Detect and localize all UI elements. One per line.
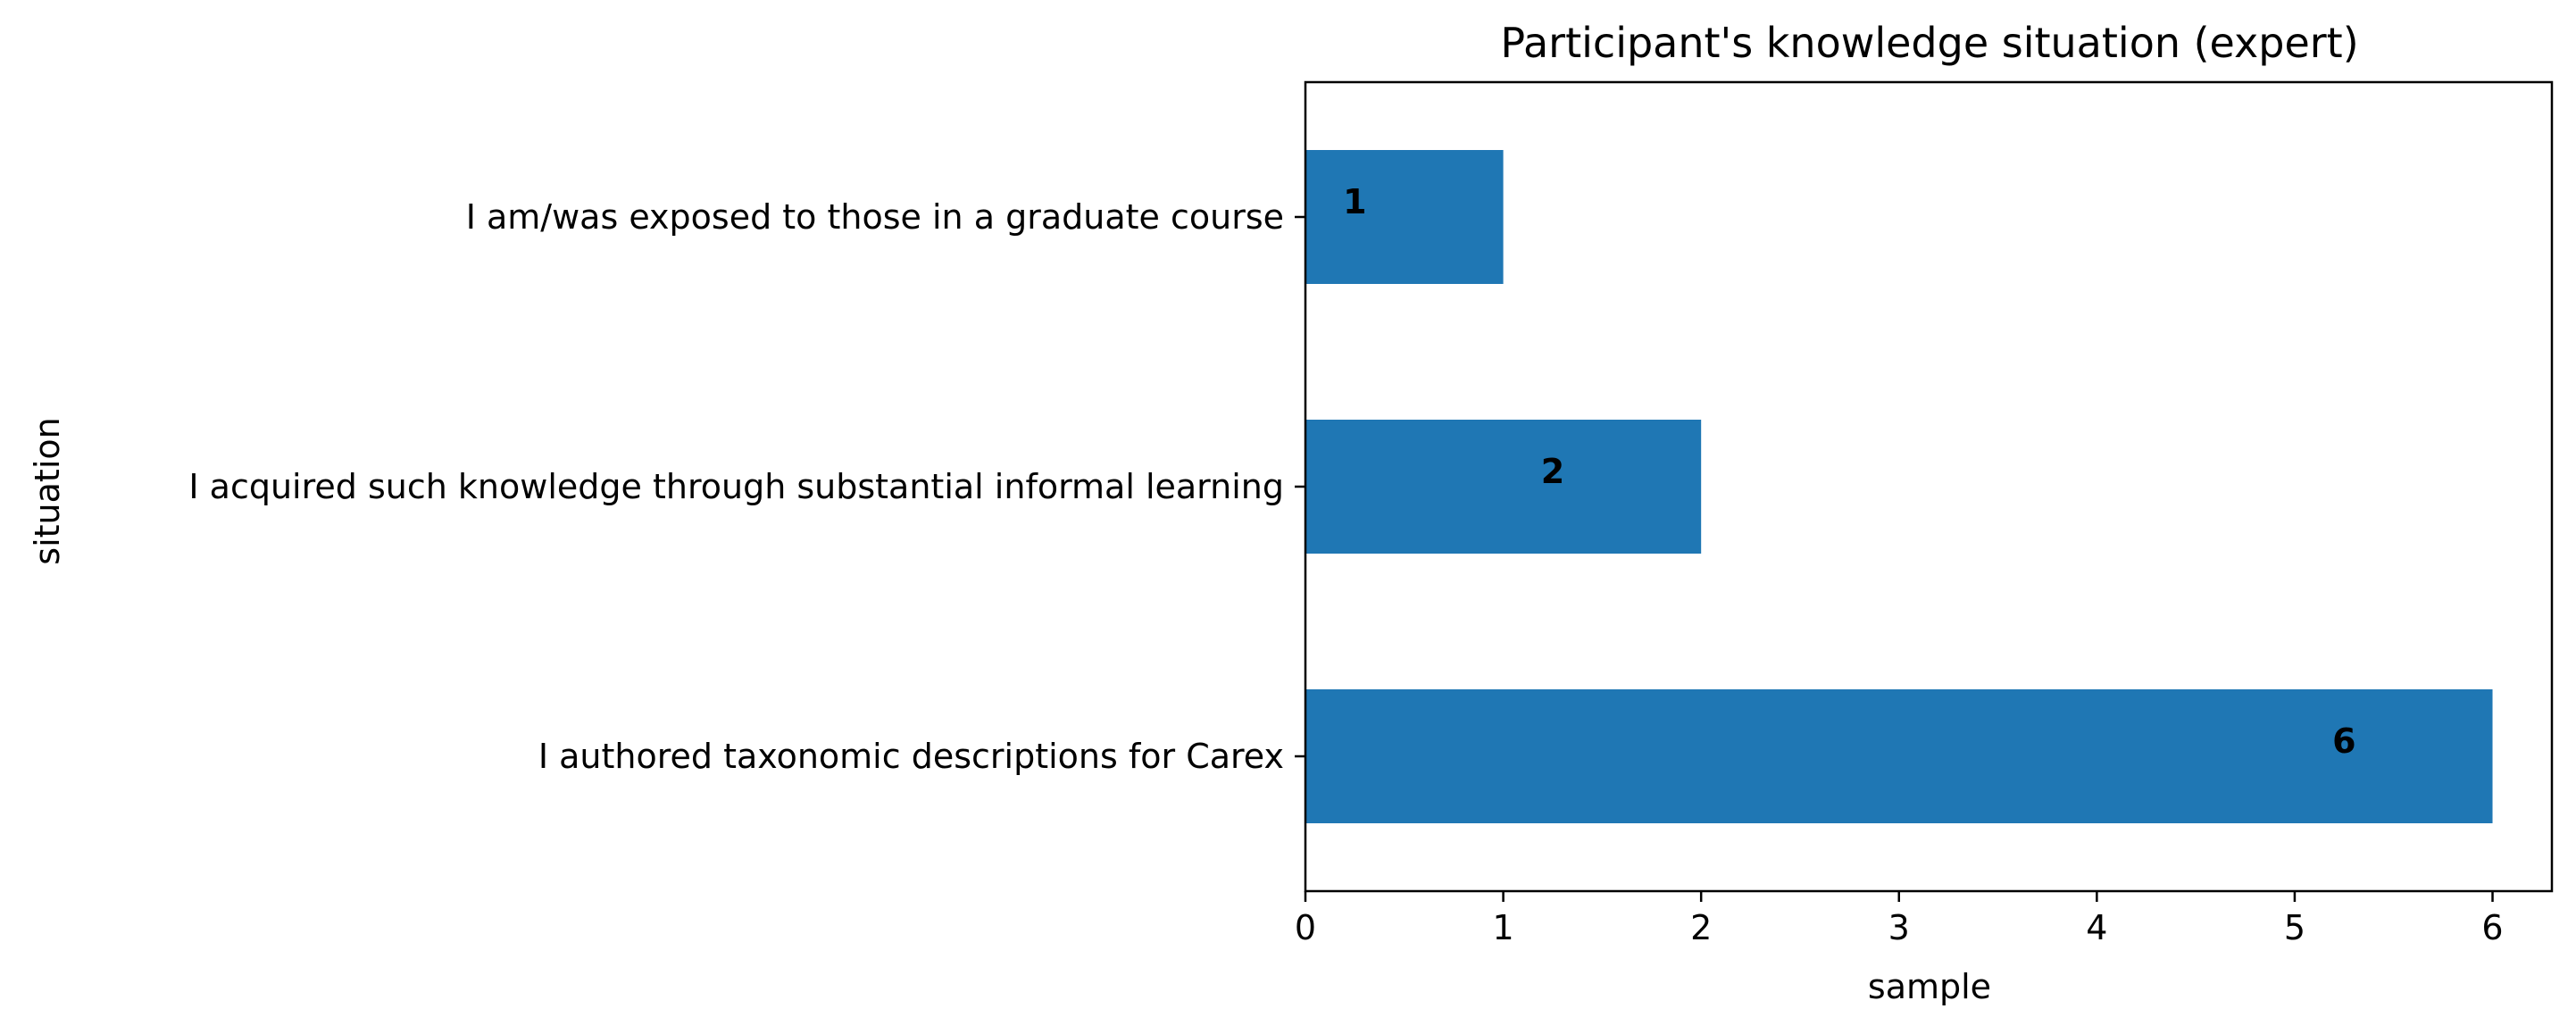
y-tick-label: I am/was exposed to those in a graduate … <box>466 197 1284 237</box>
x-tick-label: 3 <box>1888 908 1910 947</box>
y-tick-label: I authored taxonomic descriptions for Ca… <box>538 737 1284 776</box>
data-labels-layer: 6 2 1 <box>1343 182 2355 761</box>
x-axis-ticks: 0 1 2 3 4 5 6 <box>1295 891 2504 947</box>
bar-data-label: 2 <box>1541 452 1564 491</box>
x-tick-label: 4 <box>2086 908 2107 947</box>
y-tick-label: I acquired such knowledge through substa… <box>188 467 1284 506</box>
x-tick-label: 6 <box>2481 908 2503 947</box>
x-tick-label: 5 <box>2284 908 2305 947</box>
bar-data-label: 6 <box>2332 721 2355 761</box>
bars-layer <box>1305 150 2493 823</box>
x-tick-label: 1 <box>1492 908 1513 947</box>
bar-data-label: 1 <box>1343 182 1366 221</box>
x-axis-label: sample <box>1868 967 1991 1006</box>
x-tick-label: 0 <box>1295 908 1316 947</box>
bar <box>1305 689 2493 823</box>
x-tick-label: 2 <box>1690 908 1712 947</box>
y-axis-ticks: I authored taxonomic descriptions for Ca… <box>188 197 1305 776</box>
y-axis-label: situation <box>28 417 67 564</box>
bar <box>1305 150 1504 284</box>
bar <box>1305 420 1702 554</box>
chart-title: Participant's knowledge situation (exper… <box>1500 19 2358 67</box>
